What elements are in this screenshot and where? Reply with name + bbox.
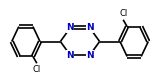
Text: N: N: [86, 51, 94, 60]
Text: Cl: Cl: [119, 9, 127, 18]
Text: Cl: Cl: [33, 65, 41, 74]
Text: N: N: [66, 23, 74, 32]
Text: N: N: [66, 51, 74, 60]
Text: N: N: [86, 23, 94, 32]
